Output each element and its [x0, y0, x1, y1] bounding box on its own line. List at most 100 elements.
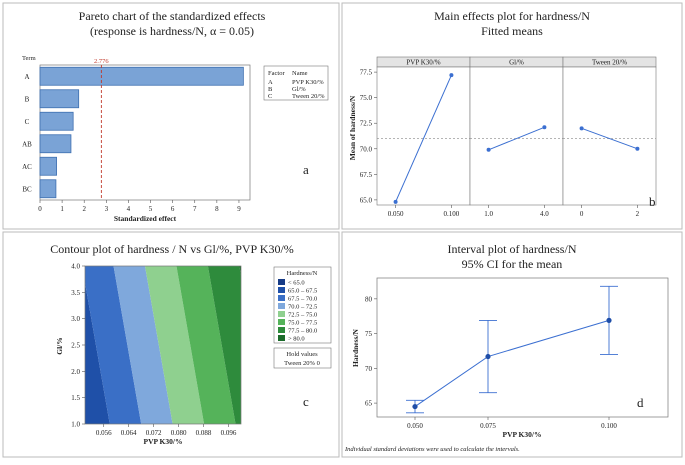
- main-effects-x-tick-label: 0: [580, 210, 584, 218]
- contour-y-tick-label: 1.5: [71, 394, 80, 402]
- pareto-bar: [39, 179, 57, 199]
- main-effects-panel: Main effects plot for hardness/N Fitted …: [341, 2, 683, 230]
- main-effects-series-line: [488, 126, 545, 151]
- contour-band: [113, 266, 173, 424]
- main-effects-y-tick-label: 72.5: [360, 120, 373, 128]
- main-effects-x-tick-label: 2: [636, 210, 640, 218]
- contour-x-label: PVP K30/%: [144, 437, 183, 446]
- pareto-bar: [39, 134, 72, 154]
- pareto-legend-name: Gl/%: [292, 86, 306, 93]
- interval-marks: 0.050 0.075 0.100 80 75 70 65: [365, 285, 618, 430]
- contour-legend-label: 65.0 – 67.5: [288, 287, 317, 294]
- interval-mean-point: [485, 353, 491, 360]
- pareto-x-label: Standardized effect: [114, 214, 177, 223]
- pareto-x-ticks: 0 1 2 3 4 5 6 7 8 9: [38, 200, 241, 213]
- main-effects-point: [542, 125, 547, 130]
- pareto-title: Pareto chart of the standardized effects: [79, 9, 266, 23]
- pareto-legend: [263, 65, 329, 101]
- contour-legend-rows: < 65.065.0 – 67.567.5 – 70.070.0 – 72.5 7…: [278, 279, 317, 342]
- pareto-category-label: C: [25, 118, 30, 126]
- pareto-x-tick-label: 0: [38, 205, 42, 213]
- pareto-bar: [39, 89, 80, 109]
- contour-y-tick-label: 3.0: [71, 315, 80, 323]
- interval-x-tick-label: 0.100: [601, 422, 617, 430]
- hold-values-title: Hold values: [286, 351, 318, 358]
- pareto-category-label: BC: [22, 185, 32, 193]
- pareto-x-tick-label: 7: [193, 205, 197, 213]
- main-effects-strip-label: PVP K30/%: [406, 59, 440, 67]
- pareto-x-tick-label: 2: [82, 205, 86, 213]
- pareto-category-label: AC: [22, 163, 32, 171]
- pareto-category-label: AB: [22, 140, 32, 148]
- contour-x-tick-label: 0.080: [171, 429, 187, 437]
- contour-legend-swatch: [278, 327, 285, 333]
- main-effects-border: [341, 2, 683, 230]
- pareto-bar: [39, 156, 57, 176]
- contour-y-tick-label: 2.0: [71, 368, 80, 376]
- contour-y-tick-label: 4.0: [71, 263, 80, 271]
- pareto-x-tick-label: 8: [215, 205, 219, 213]
- panel-label-d: d: [637, 395, 644, 410]
- contour-y-tick-label: 1.0: [71, 421, 80, 429]
- contour-band: [239, 266, 241, 276]
- pareto-legend-factor: C: [268, 93, 272, 100]
- interval-y-tick-label: 70: [365, 365, 373, 373]
- contour-band: [207, 266, 241, 424]
- main-effects-subplots: PVP K30/% 0.050 0.100 Gl/% 1.0 4.0 Tween 20/% 0…: [376, 56, 657, 218]
- contour-x-tick-label: 0.064: [121, 429, 137, 437]
- pareto-panel: Pareto chart of the standardized effects…: [2, 2, 340, 230]
- contour-title: Contour plot of hardness / N vs Gl/%, PV…: [50, 242, 294, 256]
- main-effects-series-line: [395, 74, 452, 203]
- contour-x-tick-label: 0.096: [221, 429, 237, 437]
- main-effects-point: [393, 199, 398, 204]
- pareto-legend-name: PVP K30/%: [292, 79, 324, 86]
- main-effects-y-tick-label: 67.5: [360, 171, 373, 179]
- contour-legend-swatch: [278, 319, 285, 325]
- contour-legend-label: 67.5 – 70.0: [288, 295, 317, 302]
- main-effects-y-tick-label: 70.0: [360, 145, 373, 153]
- interval-border: [341, 231, 683, 458]
- interval-y-label: Hardness/N: [351, 328, 360, 367]
- contour-legend-label: < 65.0: [288, 279, 305, 286]
- contour-legend-title: Hardness/N: [287, 270, 318, 277]
- pareto-legend-factor: A: [268, 79, 273, 86]
- pareto-term-header: Term: [22, 55, 36, 62]
- main-effects-x-tick-label: 4.0: [540, 210, 549, 218]
- panel-label-a: a: [303, 162, 309, 177]
- main-effects-x-tick-label: 0.100: [444, 210, 460, 218]
- contour-legend-label: 77.5 – 80.0: [288, 327, 317, 334]
- main-effects-y-tick-label: 75.0: [360, 94, 373, 102]
- contour-band: [176, 266, 236, 424]
- pareto-reference-label: 2.776: [94, 58, 109, 65]
- contour-x-tick-label: 0.072: [146, 429, 162, 437]
- main-effects-subplot-area: [562, 66, 657, 206]
- interval-y-tick-label: 75: [365, 330, 373, 338]
- contour-legend-label: 75.0 – 77.5: [288, 319, 317, 326]
- pareto-x-tick-label: 5: [149, 205, 153, 213]
- main-effects-strip-label: Tween 20/%: [592, 59, 627, 67]
- main-effects-subplot-area: [376, 66, 471, 206]
- contour-legend-swatch: [278, 303, 285, 309]
- contour-border: [2, 231, 340, 458]
- contour-band: [144, 266, 205, 424]
- main-effects-title: Main effects plot for hardness/N: [434, 9, 590, 23]
- interval-subtitle: 95% CI for the mean: [462, 257, 563, 271]
- pareto-border: [2, 2, 340, 230]
- contour-legend-label: 70.0 – 72.5: [288, 303, 317, 310]
- contour-legend-swatch: [278, 279, 285, 285]
- pareto-plot-area: [39, 64, 251, 201]
- main-effects-x-tick-label: 0.050: [388, 210, 404, 218]
- pareto-legend-factor-header: Factor: [268, 70, 285, 77]
- contour-band: [85, 266, 142, 424]
- contour-y-tick-label: 2.5: [71, 342, 80, 350]
- interval-footnote: Individual standard deviations were used…: [344, 446, 520, 453]
- contour-legend-swatch: [278, 311, 285, 317]
- interval-mean-point: [412, 403, 418, 410]
- main-effects-point: [635, 146, 640, 151]
- pareto-category-label: B: [25, 95, 30, 103]
- main-effects-subplot-area: [469, 66, 564, 206]
- hold-values-value: Tween 20% 0: [284, 360, 320, 367]
- interval-x-tick-label: 0.050: [407, 422, 423, 430]
- contour-panel: Contour plot of hardness / N vs Gl/%, PV…: [2, 231, 340, 458]
- interval-mean-point: [606, 317, 612, 323]
